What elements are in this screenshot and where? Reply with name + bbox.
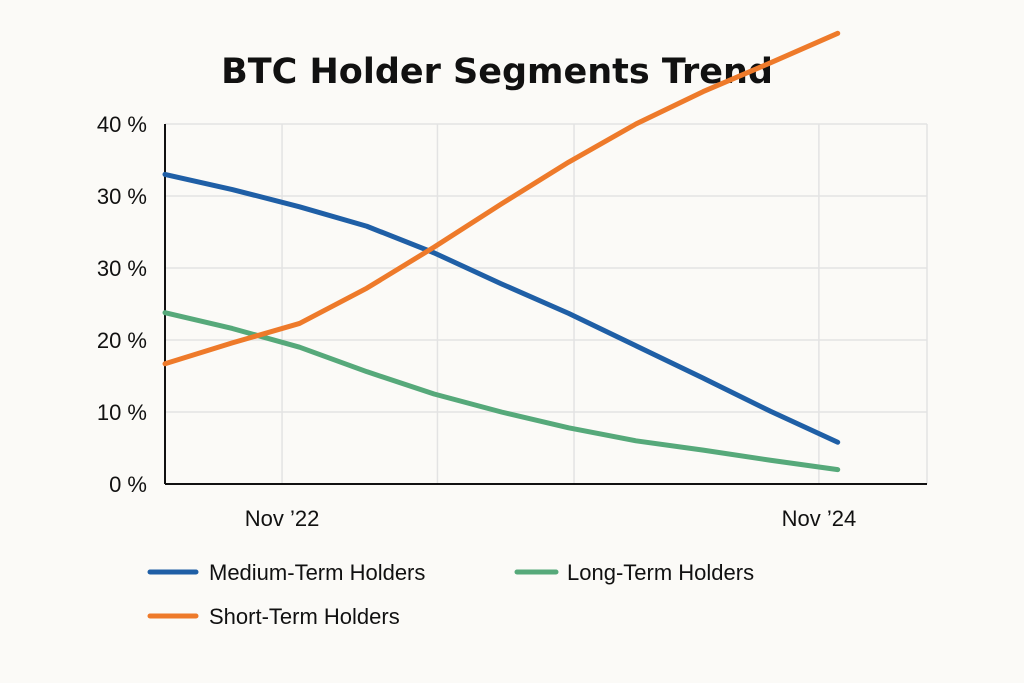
legend-label-short-term: Short-Term Holders [209,604,400,629]
legend-item-short-term[interactable]: Short-Term Holders [147,604,400,629]
x-axis-ticks: Nov ’22 Nov ’24 [245,506,856,531]
y-tick-label: 20 % [97,328,147,353]
series-line-short-term-holders[interactable] [162,30,841,367]
x-tick-label: Nov ’22 [245,506,320,531]
y-tick-label: 10 % [97,400,147,425]
y-tick-label: 40 % [97,112,147,137]
chart-title: BTC Holder Segments Trend [221,52,773,92]
y-tick-label: 30 % [97,256,147,281]
legend-label-long-term: Long-Term Holders [567,560,754,585]
series-line-medium-term-holders[interactable] [162,171,841,445]
series-lines [162,30,841,473]
series-line-long-term-holders[interactable] [162,310,841,473]
y-tick-label: 0 % [109,472,147,497]
legend-item-long-term[interactable]: Long-Term Holders [514,560,754,585]
legend: Medium-Term Holders Long-Term Holders Sh… [147,560,754,629]
y-axis-ticks: 0 % 10 % 20 % 30 % 30 % 40 % [97,112,147,497]
legend-item-medium-term[interactable]: Medium-Term Holders [147,560,425,585]
legend-label-medium-term: Medium-Term Holders [209,560,425,585]
grid [165,123,928,484]
y-tick-label: 30 % [97,184,147,209]
x-tick-label: Nov ’24 [782,506,857,531]
